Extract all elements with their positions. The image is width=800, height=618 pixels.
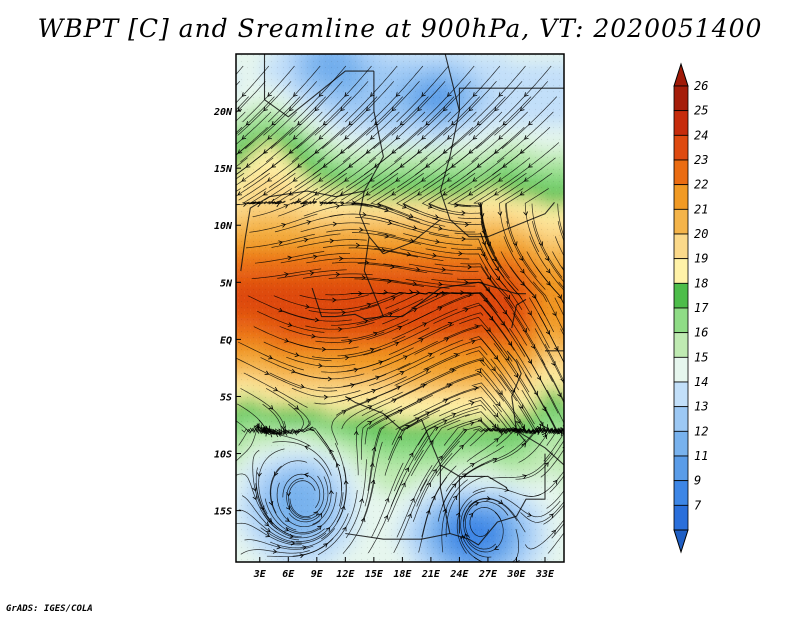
colorbar-label-15: 15: [694, 350, 708, 364]
x-tick-label-33E: 33E: [535, 569, 555, 580]
x-tick-label-15E: 15E: [365, 569, 384, 580]
colorbar-label-24: 24: [694, 128, 708, 142]
colorbar-label-9: 9: [694, 474, 701, 488]
x-tick-label-18E: 18E: [393, 569, 412, 580]
y-axis: 20N 15N 10N 5N EQ 5S 10S 15S: [213, 107, 241, 518]
y-tick-label-10S: 10S: [214, 450, 232, 461]
colorbar-label-7: 7: [694, 498, 702, 512]
colorbar-swatch-11: [673, 455, 689, 482]
grads-credit: GrADS: IGES/COLA: [6, 604, 93, 614]
colorbar-swatch-21: [673, 208, 689, 235]
colorbar-swatch-22: [673, 184, 689, 210]
colorbar-swatch-25: [673, 110, 689, 136]
x-tick-label-24E: 24E: [449, 569, 469, 580]
x-tick-label-3E: 3E: [253, 569, 267, 580]
colorbar-swatch-16: [673, 332, 689, 358]
x-tick-label-12E: 12E: [336, 569, 355, 580]
x-tick-label-27E: 27E: [478, 569, 498, 580]
colorbar-label-20: 20: [694, 227, 708, 241]
streamlines: [236, 65, 564, 562]
y-tick-label-20N: 20N: [213, 107, 233, 118]
colorbar-label-18: 18: [694, 276, 708, 290]
colorbar: 26 25 24 23 22 21 20 19 18 17 16 15 14 13 12 11 9 7: [673, 62, 709, 554]
colorbar-label-22: 22: [694, 178, 708, 192]
colorbar-label-11: 11: [694, 449, 708, 463]
y-tick-label-10N: 10N: [214, 221, 233, 232]
colorbar-label-19: 19: [694, 252, 708, 266]
colorbar-label-14: 14: [694, 375, 708, 389]
x-tick-label-21E: 21E: [421, 569, 441, 580]
x-tick-label-6E: 6E: [282, 569, 295, 580]
colorbar-swatch-14: [673, 381, 689, 408]
map-frame: [235, 53, 565, 563]
y-tick-label-15N: 15N: [214, 164, 233, 175]
colorbar-swatch-18: [673, 282, 689, 309]
colorbar-swatch-12: [673, 430, 689, 457]
colorbar-label-13: 13: [694, 400, 708, 414]
colorbar-swatch-7: [673, 504, 689, 531]
x-tick-label-9E: 9E: [311, 569, 324, 580]
x-axis: 3E 6E 9E 12E 15E 18E 21E 24E 27E 30E 33E: [253, 557, 555, 580]
colorbar-swatch-20: [673, 233, 689, 260]
chart-title: WBPT [C] and Sreamline at 900hPa, VT: 20…: [37, 14, 763, 43]
colorbar-label-17: 17: [694, 301, 709, 315]
colorbar-swatch-17: [673, 307, 689, 334]
map-plot-area: [236, 54, 564, 562]
y-tick-label-15S: 15S: [214, 507, 232, 518]
colorbar-label-26: 26: [694, 79, 708, 93]
colorbar-under-triangle: [673, 529, 689, 554]
colorbar-swatch-19: [673, 258, 689, 284]
colorbar-label-16: 16: [694, 326, 708, 340]
y-tick-label-5S: 5S: [220, 392, 232, 403]
colorbar-label-12: 12: [694, 424, 708, 438]
y-tick-label-EQ: EQ: [220, 335, 232, 346]
colorbar-swatch-13: [673, 406, 689, 432]
colorbar-swatch-9: [673, 480, 689, 506]
y-tick-label-5N: 5N: [220, 278, 233, 289]
colorbar-swatch-26: [673, 85, 689, 112]
colorbar-swatch-24: [673, 134, 689, 161]
colorbar-label-25: 25: [694, 104, 708, 118]
colorbar-swatch-23: [673, 159, 689, 186]
colorbar-label-23: 23: [694, 153, 708, 167]
colorbar-over-triangle: [673, 62, 689, 87]
x-tick-label-30E: 30E: [506, 569, 526, 580]
colorbar-swatch-15: [673, 356, 689, 383]
colorbar-label-21: 21: [694, 202, 708, 216]
